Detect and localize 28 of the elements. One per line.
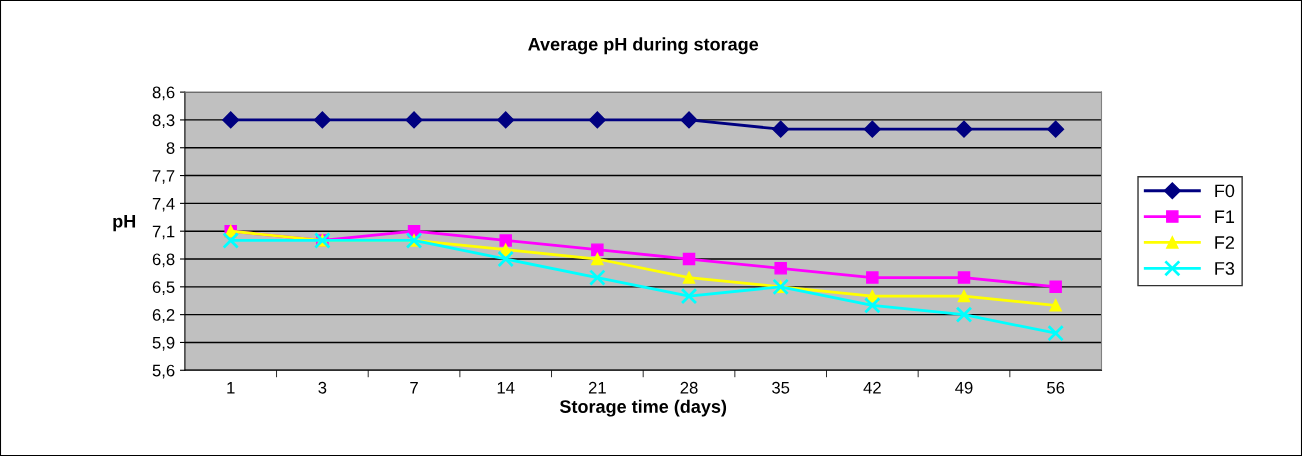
y-tick-label: 7,7 bbox=[152, 170, 175, 184]
y-tick-label: 5,9 bbox=[152, 336, 175, 351]
legend-label: F3 bbox=[1215, 262, 1235, 275]
y-tick-label: 8 bbox=[166, 142, 175, 154]
x-tick-label: 1 bbox=[227, 382, 235, 394]
legend-label: F1 bbox=[1215, 210, 1235, 223]
y-tick-label: 7,4 bbox=[152, 197, 175, 212]
chart-title: Average pH during storage bbox=[528, 37, 759, 55]
y-tick-label: 8,3 bbox=[152, 114, 175, 129]
x-tick-label: 28 bbox=[680, 381, 698, 394]
y-tick-label: 5,6 bbox=[152, 364, 175, 379]
y-axis-title: pH bbox=[113, 215, 136, 232]
y-tick-label: 7,1 bbox=[152, 225, 175, 240]
legend-label: F0 bbox=[1215, 184, 1235, 198]
legend-label: F2 bbox=[1215, 236, 1235, 249]
y-tick-label: 6,8 bbox=[152, 253, 175, 268]
x-tick-label: 56 bbox=[1047, 381, 1065, 394]
x-tick-label: 21 bbox=[588, 381, 606, 394]
x-tick-label: 14 bbox=[497, 382, 515, 394]
x-tick-label: 42 bbox=[863, 381, 881, 394]
y-tick-label: 6,5 bbox=[152, 281, 175, 295]
y-tick-label: 6,2 bbox=[152, 309, 175, 323]
x-tick-label: 3 bbox=[318, 381, 327, 394]
y-tick-label: 8,6 bbox=[152, 86, 175, 101]
x-tick-label: 35 bbox=[772, 381, 790, 394]
x-tick-label: 7 bbox=[410, 382, 418, 394]
x-axis-title: Storage time (days) bbox=[559, 399, 727, 417]
x-tick-label: 49 bbox=[955, 381, 973, 394]
